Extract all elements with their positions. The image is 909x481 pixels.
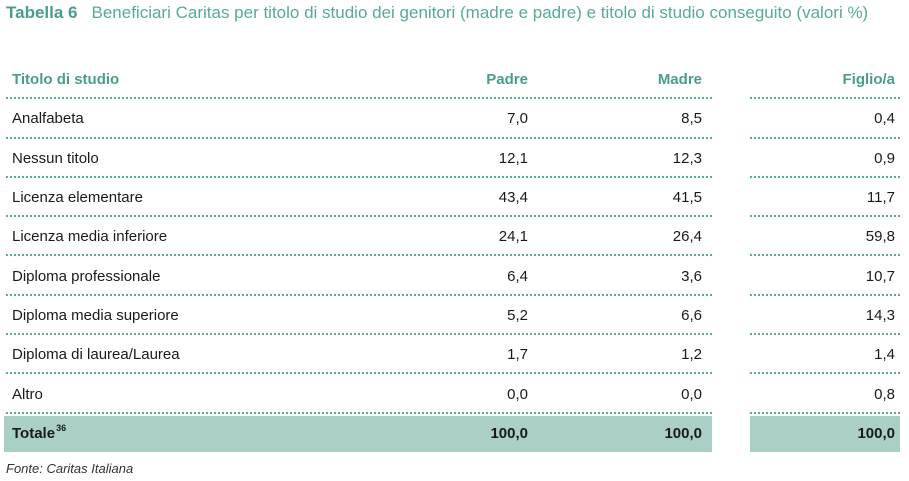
table-row: Diploma media superiore 5,2 6,6 14,3 [0, 296, 909, 336]
row-divider [6, 254, 712, 257]
total-fill [4, 415, 712, 452]
total-fill [750, 415, 900, 452]
row-titolo: Diploma di laurea/Laurea [12, 346, 180, 364]
footnote-ref: 36 [56, 423, 67, 434]
row-divider [750, 215, 900, 218]
row-divider [750, 175, 900, 178]
row-divider [750, 97, 900, 100]
table-row: Licenza elementare 43,4 41,5 11,7 [0, 178, 909, 218]
source-note: Fonte: Caritas Italiana [6, 461, 134, 476]
row-titolo: Nessun titolo [12, 149, 99, 167]
row-padre: 7,0 [507, 110, 528, 128]
row-titolo: Licenza elementare [12, 189, 143, 207]
total-figlio: 100,0 [857, 424, 895, 442]
row-padre: 12,1 [498, 149, 528, 167]
header-figlio: Figlio/a [842, 71, 896, 89]
row-padre: 43,4 [498, 189, 528, 207]
row-divider [750, 333, 900, 336]
row-padre: 0,0 [507, 385, 528, 403]
table-row: Altro 0,0 0,0 0,8 [0, 374, 909, 414]
row-padre: 24,1 [498, 228, 528, 246]
row-titolo: Analfabeta [12, 110, 84, 128]
row-divider [750, 411, 900, 414]
row-divider [750, 293, 900, 296]
row-divider [6, 97, 712, 100]
row-madre: 26,4 [672, 228, 702, 246]
row-figlio: 11,7 [866, 189, 895, 207]
row-divider [6, 372, 712, 375]
table-row: Nessun titolo 12,1 12,3 0,9 [0, 139, 909, 178]
header-titolo: Titolo di studio [12, 71, 120, 89]
row-divider [6, 136, 712, 139]
total-padre: 100,0 [490, 424, 528, 442]
table-number: Tabella 6 [6, 3, 78, 22]
row-divider [750, 136, 900, 139]
row-divider [750, 372, 900, 375]
total-row: Totale 36 100,0 100,0 100,0 [0, 414, 909, 453]
row-divider [6, 411, 712, 414]
row-divider [6, 333, 712, 336]
row-madre: 6,6 [681, 306, 702, 324]
table-row: Diploma di laurea/Laurea 1,7 1,2 1,4 [0, 335, 909, 375]
row-madre: 0,0 [681, 385, 702, 403]
row-titolo: Altro [12, 385, 43, 403]
row-figlio: 59,8 [865, 228, 895, 246]
table-row: Analfabeta 7,0 8,5 0,4 [0, 99, 909, 139]
row-divider [6, 293, 712, 296]
row-madre: 8,5 [681, 110, 702, 128]
total-text: Totale [12, 424, 56, 442]
row-divider [6, 215, 712, 218]
row-figlio: 0,9 [874, 149, 895, 167]
table-caption: Beneficiari Caritas per titolo di studio… [91, 3, 869, 22]
row-padre: 5,2 [507, 306, 528, 324]
total-label: Totale 36 [12, 414, 66, 453]
row-titolo: Diploma professionale [12, 267, 161, 285]
row-figlio: 0,4 [874, 110, 895, 128]
row-madre: 41,5 [672, 189, 702, 207]
table-row: Diploma professionale 6,4 3,6 10,7 [0, 256, 909, 296]
row-figlio: 0,8 [874, 385, 895, 403]
header-madre: Madre [657, 71, 702, 89]
row-madre: 12,3 [672, 149, 702, 167]
row-divider [750, 254, 900, 257]
row-padre: 1,7 [507, 346, 528, 364]
table-title: Tabella 6 Beneficiari Caritas per titolo … [6, 2, 906, 24]
table-body: Analfabeta 7,0 8,5 0,4 Nessun titolo 12,1 12,3… [0, 99, 909, 414]
header-padre: Padre [486, 71, 528, 89]
row-figlio: 1,4 [874, 346, 895, 364]
total-madre: 100,0 [664, 424, 702, 442]
row-divider [6, 175, 712, 178]
row-padre: 6,4 [507, 267, 528, 285]
row-titolo: Licenza media inferiore [12, 228, 168, 246]
row-titolo: Diploma media superiore [12, 306, 179, 324]
table-header-row: Titolo di studio Padre Madre Figlio/a [0, 60, 909, 100]
row-madre: 1,2 [681, 346, 702, 364]
table-row: Licenza media inferiore 24,1 26,4 59,8 [0, 217, 909, 257]
row-figlio: 10,7 [865, 267, 895, 285]
row-figlio: 14,3 [865, 306, 895, 324]
row-madre: 3,6 [681, 267, 702, 285]
data-table: Titolo di studio Padre Madre Figlio/a An… [0, 60, 909, 453]
